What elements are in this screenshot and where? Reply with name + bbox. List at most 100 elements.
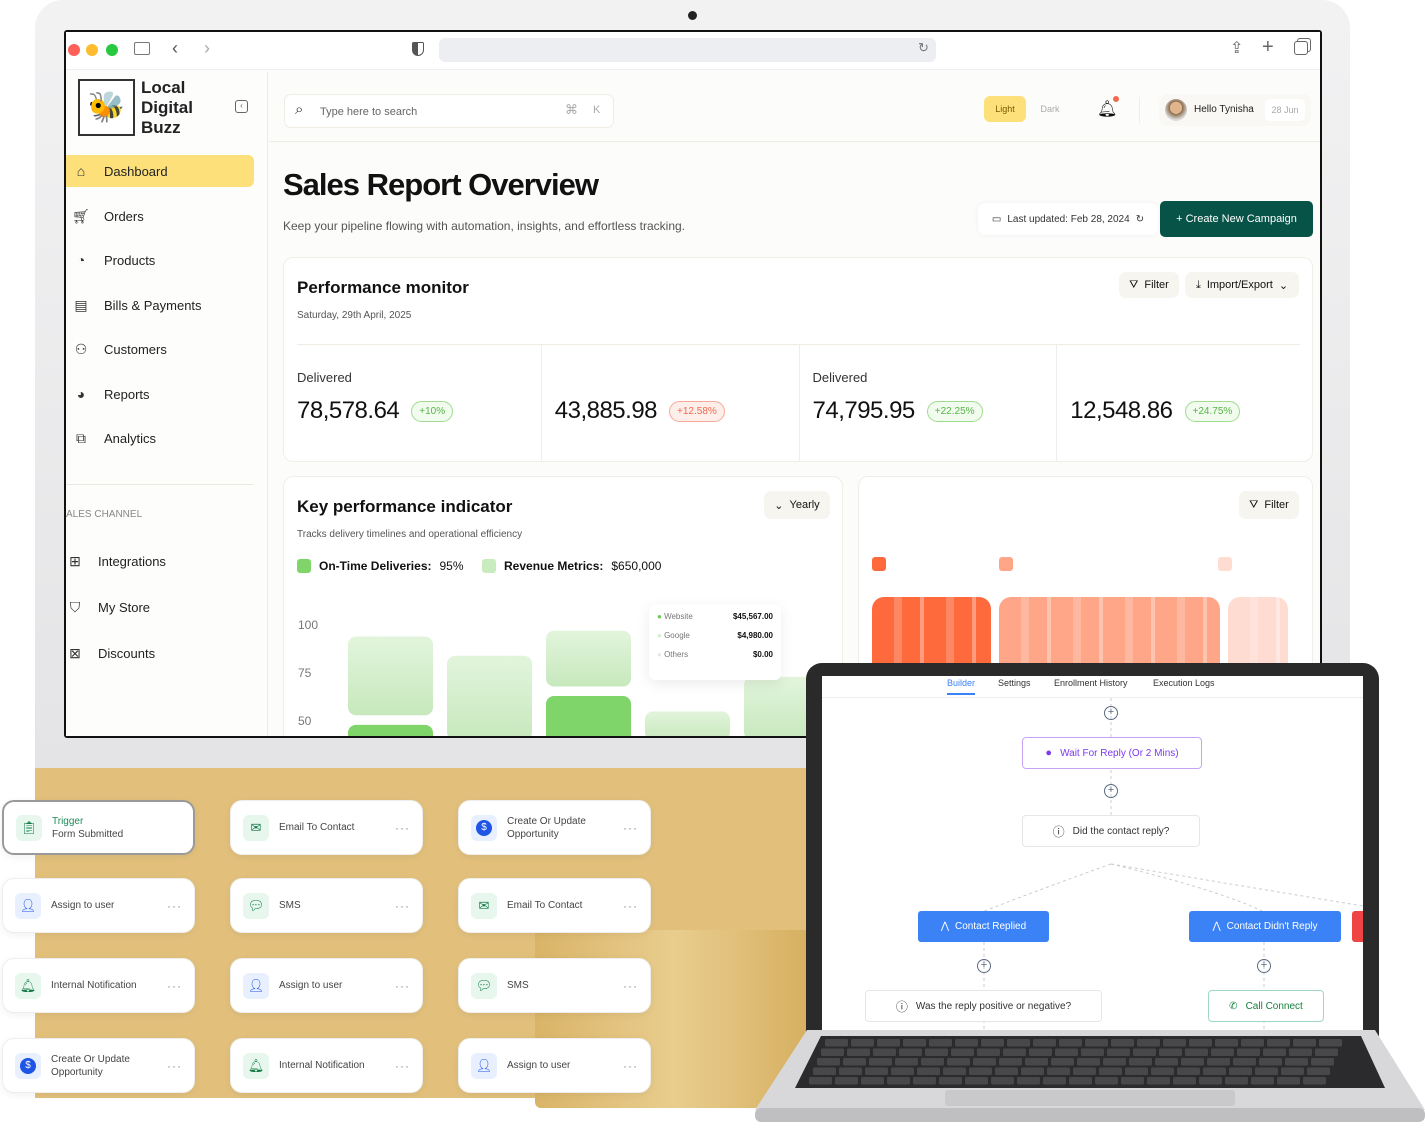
address-bar[interactable] — [439, 38, 936, 62]
workflow-card[interactable]: $ Create Or Update Opportunity ··· — [458, 800, 651, 855]
share-icon[interactable]: ⇪ — [1230, 40, 1244, 57]
reload-icon[interactable]: ↻ — [918, 40, 929, 55]
add-step-icon[interactable]: + — [977, 959, 991, 973]
bar-revenue-metrics[interactable] — [546, 630, 631, 687]
bar-on-time-deliveries[interactable] — [348, 724, 433, 736]
add-step-icon[interactable]: + — [1257, 959, 1271, 973]
sidebar-item-integrations[interactable]: ⊞ Integrations — [66, 545, 254, 577]
branch-icon: ⋀ — [940, 921, 950, 932]
workflow-card[interactable]: 💬︎ SMS ··· — [458, 958, 651, 1013]
collapse-sidebar-icon[interactable]: ‹ — [235, 100, 248, 113]
workflow-card[interactable]: 🔔︎ Internal Notification ··· — [2, 958, 195, 1013]
search-icon: ⌕ — [295, 101, 304, 118]
workflow-card[interactable]: 👤︎ Assign to user ··· — [2, 878, 195, 933]
branch-other[interactable] — [1352, 911, 1363, 942]
filter-button[interactable]: ⛛ Filter — [1119, 272, 1179, 298]
more-options-icon[interactable]: ··· — [395, 978, 410, 993]
back-icon[interactable]: ‹ — [172, 38, 178, 58]
tab-enrollment-history[interactable]: Enrollment History — [1054, 678, 1128, 688]
workflow-card[interactable]: 👤︎ Assign to user ··· — [230, 958, 423, 1013]
sidebar-item-label: Orders — [104, 208, 144, 224]
user-profile[interactable]: Hello Tynisha 28 Jun — [1159, 94, 1311, 126]
branch-label: Contact Replied — [955, 921, 1027, 932]
more-options-icon[interactable]: ··· — [395, 820, 410, 835]
call-connect-node[interactable]: ✆ Call Connect — [1208, 990, 1324, 1022]
branch-label: Contact Didn't Reply — [1226, 921, 1318, 932]
followup-question-node[interactable]: ⓘ Was the reply positive or negative? — [865, 990, 1102, 1022]
more-options-icon[interactable]: ··· — [623, 978, 638, 993]
keyboard-key — [817, 1058, 840, 1066]
sidebar-item-label: Reports — [104, 386, 150, 402]
sidebar-item-products[interactable]: ◔ Products — [66, 244, 254, 276]
bar-revenue-metrics[interactable] — [348, 636, 433, 716]
y-tick-label: 75 — [298, 666, 312, 680]
more-options-icon[interactable]: ··· — [167, 898, 182, 913]
bar-on-time-deliveries[interactable] — [546, 696, 631, 736]
condition-node[interactable]: ⓘ Did the contact reply? — [1022, 815, 1200, 847]
legend-swatch — [1218, 557, 1233, 571]
sidebar-toggle-icon[interactable] — [134, 42, 150, 55]
kpi-card: Key performance indicator Tracks deliver… — [283, 476, 843, 736]
workflow-card[interactable]: 💬︎ SMS ··· — [230, 878, 423, 933]
divider — [297, 344, 1300, 345]
more-options-icon[interactable]: ··· — [623, 898, 638, 913]
sidebar-item-discounts[interactable]: ⊠ Discounts — [66, 637, 254, 669]
bell-icon[interactable]: 🔔︎ — [1097, 101, 1118, 118]
keyboard-key — [873, 1048, 896, 1056]
change-badge: +10% — [411, 400, 454, 422]
card-text: Assign to user — [507, 1059, 570, 1072]
workflow-card[interactable]: ✉ Email To Contact ··· — [230, 800, 423, 855]
legend-swatch — [482, 559, 496, 573]
sidebar-item-analytics[interactable]: ⧉ Analytics — [66, 422, 254, 454]
sidebar-item-dashboard[interactable]: ⌂ Dashboard — [66, 155, 254, 187]
search-input[interactable]: ⌕ Type here to search ⌘ K — [284, 94, 614, 128]
card-label: Email To Contact — [279, 822, 355, 833]
stat-card: 12,548.86 +24.75% — [1057, 345, 1314, 462]
workflow-card[interactable]: 🔔︎ Internal Notification ··· — [230, 1038, 423, 1093]
tab-builder[interactable]: Builder — [947, 678, 976, 695]
forward-icon[interactable]: › — [204, 38, 210, 58]
more-options-icon[interactable]: ··· — [167, 1058, 182, 1073]
workflow-card[interactable]: 👤︎ Assign to user ··· — [458, 1038, 651, 1093]
tab-settings[interactable]: Settings — [998, 678, 1031, 688]
wait-node[interactable]: ● Wait For Reply (Or 2 Mins) — [1022, 737, 1202, 769]
more-options-icon[interactable]: ··· — [395, 898, 410, 913]
tab-execution-logs[interactable]: Execution Logs — [1153, 678, 1215, 688]
workflow-card[interactable]: $ Create Or Update Opportunity ··· — [2, 1038, 195, 1093]
sidebar-item-my-store[interactable]: ⛉ My Store — [66, 591, 254, 623]
sidebar-item-customers[interactable]: ⚇ Customers — [66, 333, 254, 365]
period-dropdown[interactable]: ⌄ Yearly — [764, 491, 830, 519]
add-step-icon[interactable]: + — [1104, 784, 1118, 798]
branch-contact-replied[interactable]: ⋀ Contact Replied — [918, 911, 1049, 942]
more-options-icon[interactable]: ··· — [623, 820, 638, 835]
sidebar-item-reports[interactable]: ◕ Reports — [66, 378, 254, 410]
import-export-button[interactable]: ⤓ Import/Export ⌄ — [1185, 272, 1299, 298]
dark-theme-button[interactable]: Dark — [1040, 104, 1060, 114]
question-icon: ⓘ — [895, 999, 908, 1014]
last-updated[interactable]: ▭ Last updated: Feb 28, 2024 ↻ — [978, 203, 1158, 235]
minimize-window-button[interactable] — [86, 44, 98, 56]
bar-revenue-metrics[interactable] — [645, 711, 730, 736]
stat-value: 78,578.64 — [297, 397, 400, 424]
workflow-card[interactable]: ✉ Email To Contact ··· — [458, 878, 651, 933]
branch-contact-didnt-reply[interactable]: ⋀ Contact Didn't Reply — [1189, 911, 1341, 942]
maximize-window-button[interactable] — [106, 44, 118, 56]
bar-revenue-metrics[interactable] — [447, 655, 532, 736]
add-step-icon[interactable]: + — [1104, 706, 1118, 720]
new-tab-icon[interactable]: + — [1262, 36, 1274, 58]
download-icon: ⤓ — [1195, 278, 1201, 291]
workflow-card[interactable]: 📋︎ Trigger Form Submitted — [2, 800, 195, 855]
more-options-icon[interactable]: ··· — [623, 1058, 638, 1073]
more-options-icon[interactable]: ··· — [167, 978, 182, 993]
tabs-overview-icon[interactable] — [1294, 41, 1308, 55]
light-theme-button[interactable]: Light — [984, 96, 1026, 122]
sidebar-item-orders[interactable]: 🛒︎ Orders — [66, 200, 254, 232]
refresh-icon[interactable]: ↻ — [1135, 213, 1145, 225]
create-campaign-button[interactable]: + Create New Campaign — [1160, 201, 1313, 237]
close-window-button[interactable] — [68, 44, 80, 56]
sidebar-item-bills-payments[interactable]: ▤ Bills & Payments — [66, 289, 254, 321]
card-text: Internal Notification — [51, 979, 137, 992]
more-options-icon[interactable]: ··· — [395, 1058, 410, 1073]
condition-node-label: Did the contact reply? — [1072, 825, 1170, 837]
filter-button[interactable]: ⛛ Filter — [1239, 491, 1299, 519]
